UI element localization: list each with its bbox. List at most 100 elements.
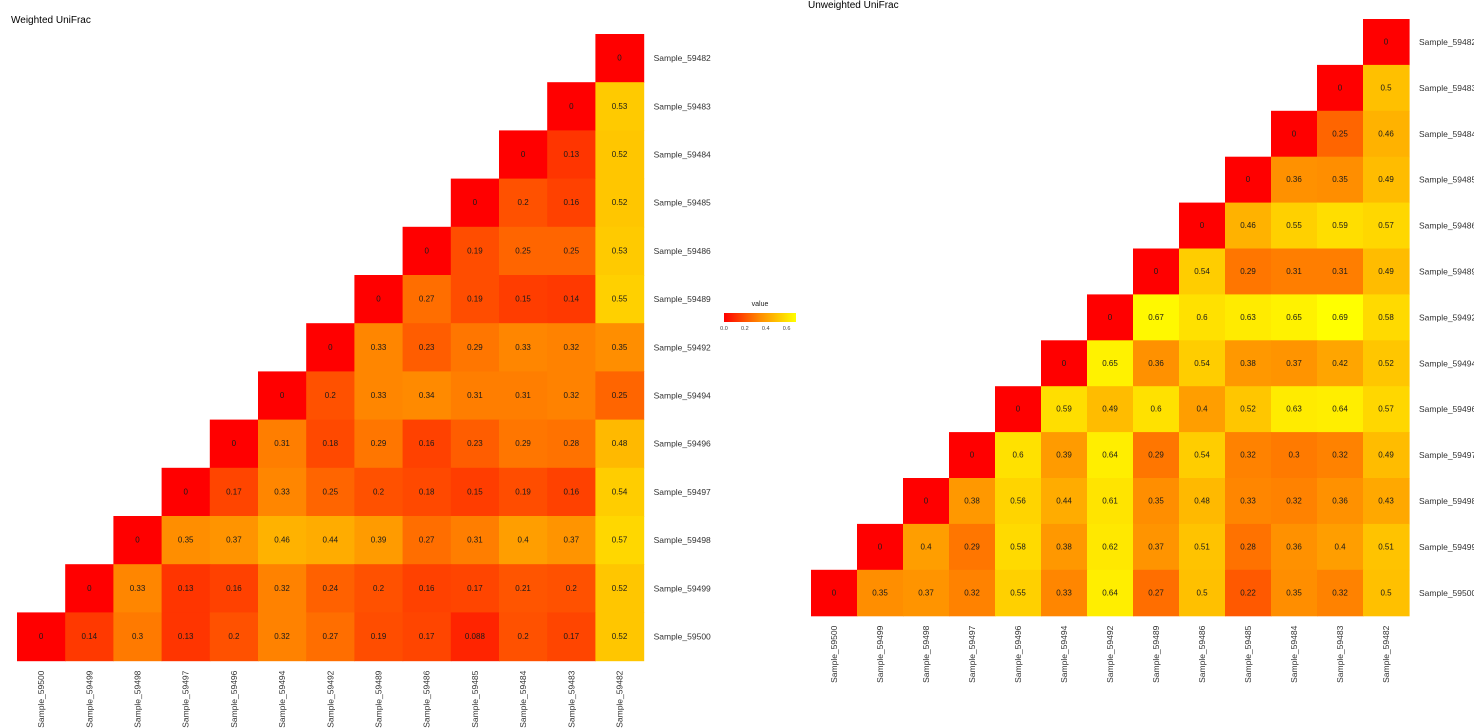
cell-value-label: 0 (521, 150, 526, 159)
heatmap-cell (1225, 248, 1272, 295)
heatmap-cell (306, 419, 355, 469)
cell-value-label: 0.55 (1286, 221, 1302, 230)
cell-value-label: 0.33 (1240, 496, 1256, 505)
unweighted-unifrac-heatmap: 0 0 0.5 0 0.25 0.46 0 0.36 0.35 0.49 0 0.46 0.55 0.59… (811, 19, 1474, 683)
heatmap-cell (113, 612, 163, 662)
cell-value-label: 0.44 (323, 536, 339, 545)
heatmap-cell (161, 467, 211, 517)
cell-value-label: 0 (1062, 359, 1067, 368)
heatmap-cell (547, 226, 596, 276)
cell-value-label: 0.37 (564, 536, 580, 545)
heatmap-cell (354, 275, 404, 324)
heatmap-cell (306, 564, 355, 613)
column-label: Sample_59483 (1335, 625, 1345, 682)
heatmap-cell (949, 523, 996, 571)
heatmap-cell (1363, 19, 1410, 66)
cell-value-label: 0.58 (1010, 542, 1026, 551)
heatmap-cell (547, 419, 596, 469)
heatmap-cell (595, 467, 645, 517)
heatmap-cell (113, 516, 163, 565)
heatmap-cell (1271, 294, 1318, 341)
column-label: Sample_59500 (829, 625, 839, 682)
cell-value-label: 0 (87, 584, 92, 593)
heatmap-cell (1133, 478, 1180, 525)
cell-value-label: 0 (1292, 129, 1297, 138)
cell-value-label: 0.17 (467, 584, 483, 593)
cell-value-label: 0 (924, 496, 929, 505)
heatmap-cell (1317, 110, 1364, 158)
cell-value-label: 0.22 (1240, 588, 1256, 597)
heatmap-cell (1087, 569, 1134, 617)
heatmap-cell (1317, 340, 1364, 387)
heatmap-cell (499, 371, 548, 421)
heatmap-cell (903, 478, 950, 525)
heatmap-cell (402, 612, 452, 662)
cell-value-label: 0.33 (274, 487, 290, 496)
cell-value-label: 0.18 (323, 439, 339, 448)
heatmap-cell (811, 569, 858, 617)
heatmap-cell (595, 612, 645, 662)
heatmap-cell (209, 419, 259, 469)
cell-value-label: 0 (1108, 313, 1113, 322)
column-label: Sample_59499 (875, 625, 885, 682)
cell-value-label: 0 (617, 54, 622, 63)
cell-value-label: 0.2 (518, 632, 530, 641)
cell-value-label: 0.13 (178, 632, 194, 641)
heatmap-cell (595, 130, 645, 180)
heatmap-cell (17, 612, 66, 662)
heatmap-cell (1179, 523, 1226, 571)
cell-value-label: 0.6 (1196, 313, 1208, 322)
heatmap-cell (306, 371, 355, 421)
heatmap-cell (1041, 523, 1088, 571)
heatmap-cell (1225, 523, 1272, 571)
column-label: Sample_59497 (181, 670, 191, 727)
heatmap-cell (1225, 340, 1272, 387)
heatmap-cell (1179, 386, 1226, 433)
row-label: Sample_59483 (654, 101, 711, 111)
heatmap-cell (1363, 432, 1410, 479)
cell-value-label: 0.52 (612, 150, 628, 159)
heatmap-cell (1133, 432, 1180, 479)
heatmap-cell (258, 467, 307, 517)
cell-value-label: 0.31 (1286, 267, 1302, 276)
heatmap-cell (209, 612, 259, 662)
cell-value-label: 0 (376, 295, 381, 304)
cell-value-label: 0.16 (226, 584, 242, 593)
column-label: Sample_59500 (36, 670, 46, 727)
cell-value-label: 0.14 (82, 632, 98, 641)
cell-value-label: 0.16 (419, 584, 435, 593)
heatmap-cell (1225, 432, 1272, 479)
cell-value-label: 0.29 (515, 439, 531, 448)
heatmap-cell (595, 323, 645, 372)
heatmap-cell (402, 419, 452, 469)
heatmap-cell (450, 323, 500, 372)
cell-value-label: 0.57 (1378, 405, 1394, 414)
cell-value-label: 0.36 (1286, 175, 1302, 184)
row-label: Sample_59492 (654, 342, 711, 352)
cell-value-label: 0.53 (612, 246, 628, 255)
cell-value-label: 0.23 (467, 439, 483, 448)
cell-value-label: 0.62 (1102, 542, 1118, 551)
row-label: Sample_59498 (1419, 496, 1474, 506)
cell-value-label: 0.19 (467, 295, 483, 304)
cell-value-label: 0.31 (274, 439, 290, 448)
cell-value-label: 0.39 (1056, 451, 1072, 460)
heatmap-cell (450, 226, 500, 276)
cell-value-label: 0.38 (1240, 359, 1256, 368)
cell-value-label: 0.49 (1378, 451, 1394, 460)
heatmap-cell (258, 564, 307, 613)
cell-value-label: 0.29 (964, 542, 980, 551)
heatmap-cell (1317, 386, 1364, 433)
cell-value-label: 0.44 (1056, 496, 1072, 505)
heatmap-cell (1225, 202, 1272, 250)
row-label: Sample_59496 (654, 439, 711, 449)
row-label: Sample_59482 (654, 53, 711, 63)
cell-value-label: 0.35 (612, 343, 628, 352)
column-label: Sample_59498 (921, 625, 931, 682)
cell-value-label: 0.34 (419, 391, 435, 400)
heatmap-cell (1271, 432, 1318, 479)
legend-tick-label: 0.4 (762, 326, 770, 332)
row-label: Sample_59498 (654, 535, 711, 545)
heatmap-cell (547, 564, 596, 613)
cell-value-label: 0.37 (1286, 359, 1302, 368)
